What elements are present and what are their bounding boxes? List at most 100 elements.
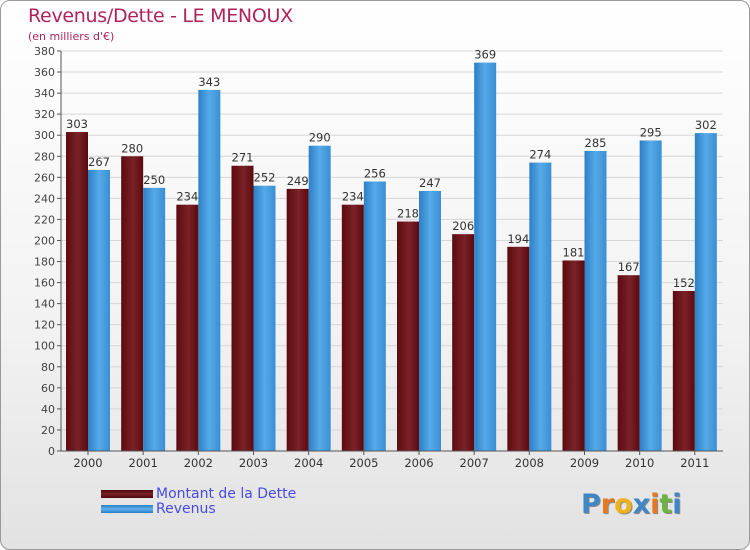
x-tick-label: 2011 — [680, 456, 709, 470]
bar-revenue — [363, 181, 386, 452]
bar-revenue — [88, 169, 110, 451]
bar-debt — [286, 188, 309, 452]
x-tick-label: 2004 — [294, 456, 323, 470]
bar-debt — [231, 165, 254, 451]
legend: Montant de la Dette Revenus — [101, 487, 361, 517]
logo-letter: x — [632, 489, 651, 520]
bar-revenue — [143, 187, 166, 451]
axes: 0 20 40 60 80 100 120 140 160 180 200 220 240 260 280 3… — [34, 45, 723, 470]
chart-title: Revenus/Dette - LE MENOUX — [28, 5, 293, 27]
y-tick-label: 260 — [34, 171, 55, 184]
grid-lines — [61, 50, 723, 452]
chart-subtitle: (en milliers d'€) — [28, 30, 115, 43]
y-tick-label: 240 — [34, 192, 55, 205]
legend-item-debt: Montant de la Dette — [101, 487, 361, 502]
bar-revenue — [529, 162, 552, 451]
data-label-revenue: 256 — [364, 167, 386, 181]
y-tick-label: 140 — [34, 298, 55, 311]
data-label-revenue: 267 — [88, 155, 110, 169]
bar-revenue — [474, 62, 497, 451]
bar-debt — [397, 221, 419, 451]
x-tick-label: 2003 — [239, 456, 268, 470]
x-tick-label: 2010 — [625, 456, 654, 470]
x-tick-label: 2001 — [129, 456, 158, 470]
logo-letter: i — [650, 489, 660, 520]
y-tick-label: 40 — [41, 403, 55, 416]
data-label-debt: 167 — [618, 260, 640, 274]
data-label-debt: 206 — [452, 219, 474, 233]
data-label-revenue: 285 — [585, 136, 607, 150]
x-tick-label: 2008 — [515, 456, 544, 470]
y-tick-label: 320 — [34, 108, 55, 121]
data-label-revenue: 274 — [529, 148, 551, 162]
y-tick-label: 160 — [34, 277, 55, 290]
proxiti-logo: Proxiti — [581, 489, 682, 520]
bar-debt — [507, 246, 530, 451]
y-tick-label: 300 — [34, 129, 55, 142]
y-tick-label: 220 — [34, 213, 55, 226]
x-tick-label: 2007 — [460, 456, 489, 470]
data-label-debt: 194 — [507, 232, 529, 246]
logo-letter: t — [659, 489, 673, 520]
bar-debt — [672, 291, 695, 451]
data-label-debt: 249 — [287, 174, 309, 188]
x-tick-label: 2002 — [184, 456, 213, 470]
y-tick-label: 120 — [34, 319, 55, 332]
data-label-debt: 234 — [342, 190, 364, 204]
bar-debt — [176, 204, 199, 451]
bar-revenue — [253, 185, 276, 451]
y-tick-label: 20 — [41, 424, 55, 437]
bar-revenue — [419, 191, 441, 451]
data-label-debt: 303 — [66, 117, 88, 131]
data-label-revenue: 290 — [309, 131, 331, 145]
bar-debt — [341, 204, 364, 451]
x-tick-label: 2005 — [349, 456, 378, 470]
x-tick-label: 2006 — [404, 456, 433, 470]
bar-debt — [121, 156, 144, 451]
data-label-revenue: 343 — [198, 75, 220, 89]
data-label-revenue: 369 — [474, 48, 496, 62]
bar-revenue — [308, 145, 331, 451]
y-tick-label: 200 — [34, 234, 55, 247]
data-label-revenue: 252 — [254, 171, 276, 185]
y-tick-label: 60 — [41, 382, 55, 395]
bar-revenue — [639, 140, 662, 451]
logo-letter: o — [614, 489, 633, 520]
y-tick-label: 0 — [48, 445, 55, 458]
legend-label-revenue: Revenus — [156, 501, 216, 517]
data-label-debt: 152 — [673, 276, 695, 290]
y-tick-label: 180 — [34, 256, 55, 269]
x-tick-label: 2009 — [570, 456, 599, 470]
legend-swatch-revenue — [101, 505, 153, 513]
data-label-revenue: 247 — [419, 176, 441, 190]
bar-debt — [562, 260, 585, 451]
legend-swatch-debt — [101, 490, 153, 498]
bar-revenue — [694, 133, 717, 451]
bar-debt — [452, 234, 475, 451]
data-label-debt: 218 — [397, 207, 419, 221]
x-tick-label: 2000 — [73, 456, 102, 470]
y-tick-label: 280 — [34, 150, 55, 163]
y-tick-label: 360 — [34, 66, 55, 79]
data-label-revenue: 295 — [640, 125, 662, 139]
bar-debt — [617, 275, 640, 451]
bar-debt — [66, 132, 88, 452]
data-label-debt: 271 — [232, 151, 254, 165]
y-tick-label: 340 — [34, 87, 55, 100]
data-label-debt: 234 — [176, 190, 198, 204]
y-tick-label: 80 — [41, 361, 55, 374]
y-tick-label: 100 — [34, 340, 55, 353]
data-label-revenue: 302 — [695, 118, 717, 132]
data-label-debt: 280 — [121, 141, 143, 155]
bar-revenue — [198, 89, 221, 452]
data-label-revenue: 250 — [143, 173, 165, 187]
data-label-debt: 181 — [563, 245, 585, 259]
legend-label-debt: Montant de la Dette — [156, 486, 297, 502]
logo-letter: P — [581, 489, 601, 520]
y-tick-label: 380 — [34, 45, 55, 58]
logo-letter: i — [672, 489, 682, 520]
logo-letter: r — [600, 489, 615, 520]
